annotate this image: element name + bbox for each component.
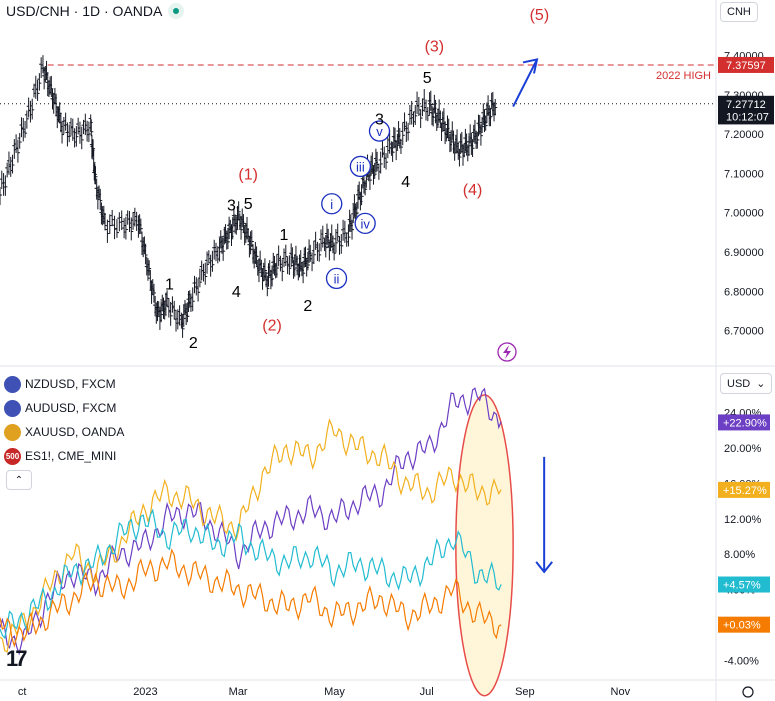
tradingview-logo: 17 xyxy=(6,646,28,671)
wave-label-circle xyxy=(321,193,343,215)
percent-label-text: +0.03% xyxy=(723,620,761,632)
price-tick-label: 6.70000 xyxy=(724,326,764,338)
highlight-ellipse xyxy=(455,394,514,697)
time-tick-label: Jul xyxy=(420,686,434,698)
nz-flag-icon xyxy=(4,375,21,393)
price-reference-lines: 2022 HIGH xyxy=(0,58,716,108)
price-label-text: 7.37597 xyxy=(726,60,766,72)
usdcnh-series xyxy=(0,55,498,338)
symbol-title: USD/CNH · 1D · OANDA xyxy=(6,3,163,19)
wave-label: ii xyxy=(334,271,340,286)
time-tick-label: 2023 xyxy=(133,686,157,698)
price-label-text: 7.27712 xyxy=(726,99,766,111)
legend-label: NZDUSD, FXCM xyxy=(25,377,116,391)
legend-row[interactable]: AUDUSD, FXCM xyxy=(4,396,124,420)
collapse-legend-button[interactable]: ⌃ xyxy=(6,470,32,490)
highlight-ellipse-shape xyxy=(455,394,514,697)
price-label-text: 10:12:07 xyxy=(726,111,769,123)
high-2022-label: 2022 HIGH xyxy=(656,70,711,82)
percent-label-box xyxy=(718,481,770,498)
time-axis: ct 2023 Mar May Jul Sep Nov xyxy=(18,686,754,698)
time-tick-label: Nov xyxy=(611,686,631,698)
percent-label-text: +22.90% xyxy=(723,417,767,429)
wave-label-circle xyxy=(325,267,348,290)
price-tick-label: 6.80000 xyxy=(724,286,764,298)
projection-arrow-head xyxy=(522,58,539,74)
wave-label: 4 xyxy=(232,284,241,301)
market-open-icon xyxy=(168,3,185,19)
percent-tick-label: 8.00% xyxy=(724,549,755,561)
wave-label-circle xyxy=(354,212,376,235)
legend-label: ES1!, CME_MINI xyxy=(25,449,117,463)
time-tick-label: ct xyxy=(18,686,27,698)
legend-label: XAUUSD, OANDA xyxy=(25,425,125,439)
price-label-box xyxy=(718,95,774,112)
price-tick-label: 7.20000 xyxy=(724,129,764,141)
time-tick-label: Sep xyxy=(515,686,535,698)
au-flag-icon xyxy=(4,399,21,417)
percent-label-text: +4.57% xyxy=(723,580,761,592)
wave-label: 3 xyxy=(375,111,384,128)
legend-row[interactable]: NZDUSD, FXCM xyxy=(4,372,124,396)
top-price-axis: 7.400007.300007.200007.100007.000006.900… xyxy=(718,51,774,338)
wave-label: 1 xyxy=(165,276,174,293)
wave-label: (3) xyxy=(425,39,445,56)
symbol-header[interactable]: USD/CNH · 1D · OANDA xyxy=(6,3,185,19)
lightning-bolt xyxy=(503,345,511,359)
top-currency-button[interactable]: CNH xyxy=(720,2,758,22)
series-line-xauusd xyxy=(0,508,502,640)
chevron-down-icon: ⌄ xyxy=(756,378,766,390)
percent-label-box xyxy=(718,414,770,431)
wave-label: v xyxy=(376,124,383,139)
wave-label-circle xyxy=(368,120,391,142)
wave-label: (5) xyxy=(530,7,550,24)
comparison-series xyxy=(0,387,553,656)
bottom-percent-axis: 24.00%20.00%16.00%12.00%8.00%4.00%0.00%-… xyxy=(718,408,770,667)
wave-label: (4) xyxy=(463,182,483,199)
wave-label: 4 xyxy=(401,174,410,191)
price-tick-label: 6.90000 xyxy=(724,247,764,259)
series-line-es1! xyxy=(0,548,502,648)
chevron-up-icon: ⌃ xyxy=(14,474,24,486)
wave-label: i xyxy=(330,197,333,212)
price-label-box xyxy=(718,108,774,125)
wave-label: 2 xyxy=(303,298,312,315)
percent-label-box xyxy=(718,616,770,633)
legend-label: AUDUSD, FXCM xyxy=(25,401,117,415)
percent-label-text: +15.27% xyxy=(723,485,767,497)
legend-row[interactable]: 500 ES1!, CME_MINI xyxy=(4,444,124,468)
comparison-legend: NZDUSD, FXCM AUDUSD, FXCM XAUUSD, OANDA 500… xyxy=(4,372,124,468)
lightning-icon xyxy=(497,342,517,362)
wave-label: (1) xyxy=(238,166,258,183)
price-tick-label: 7.00000 xyxy=(724,208,764,220)
bottom-currency-button[interactable]: USD ⌄ xyxy=(720,373,773,394)
wave-label: iii xyxy=(356,159,365,174)
gold-icon xyxy=(4,423,21,441)
wave-label: (2) xyxy=(262,318,282,335)
time-tick-label: May xyxy=(324,686,345,698)
wave-label: 5 xyxy=(423,70,432,87)
wave-label-circle xyxy=(349,155,372,178)
legend-row[interactable]: XAUUSD, OANDA xyxy=(4,420,124,444)
percent-tick-label: 20.00% xyxy=(724,443,762,455)
wave-label: 5 xyxy=(244,196,253,213)
wave-label: 3 xyxy=(227,198,236,215)
price-label-box xyxy=(718,56,774,73)
percent-tick-label: -4.00% xyxy=(724,655,759,667)
es-500-icon: 500 xyxy=(4,447,21,465)
time-tick-label: Mar xyxy=(229,686,248,698)
settings-gear-icon xyxy=(742,686,754,698)
wave-label: 1 xyxy=(280,227,289,244)
wave-label: 2 xyxy=(189,335,198,352)
down-arrow-head xyxy=(535,561,553,574)
projection-arrow-shaft xyxy=(512,58,538,108)
percent-tick-label: 12.00% xyxy=(724,514,762,526)
wave-label: iv xyxy=(360,216,370,231)
percent-label-box xyxy=(718,576,770,593)
price-tick-label: 7.10000 xyxy=(724,168,764,180)
